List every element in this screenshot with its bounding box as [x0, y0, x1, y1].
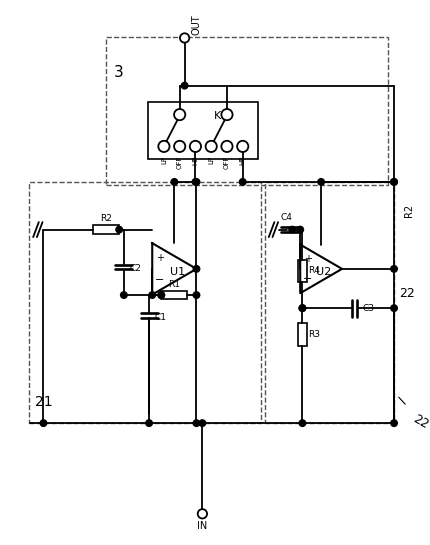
Circle shape — [391, 265, 397, 272]
Circle shape — [289, 226, 295, 233]
Bar — [298, 323, 307, 346]
Text: 22: 22 — [411, 412, 430, 431]
Circle shape — [120, 292, 127, 298]
Circle shape — [391, 179, 397, 185]
Text: R2: R2 — [404, 203, 414, 216]
Text: C4: C4 — [281, 213, 292, 222]
Circle shape — [240, 179, 246, 185]
Bar — [298, 259, 307, 282]
Text: OFF: OFF — [177, 156, 183, 169]
Circle shape — [192, 179, 199, 185]
Text: C2: C2 — [129, 264, 141, 274]
Circle shape — [149, 292, 156, 298]
Circle shape — [318, 179, 324, 185]
Circle shape — [299, 305, 306, 311]
Text: R3: R3 — [308, 330, 320, 339]
Circle shape — [206, 141, 217, 152]
Circle shape — [198, 509, 207, 518]
Bar — [265, 182, 394, 423]
Text: LP: LP — [161, 156, 167, 163]
Circle shape — [193, 420, 200, 426]
Text: −: − — [303, 274, 312, 284]
Circle shape — [146, 420, 152, 426]
Text: R4: R4 — [308, 267, 320, 275]
Circle shape — [391, 305, 397, 311]
Text: U1: U1 — [169, 267, 185, 277]
Text: R1: R1 — [168, 280, 180, 288]
Text: K: K — [214, 112, 221, 122]
Circle shape — [391, 179, 397, 185]
Text: 21: 21 — [35, 395, 52, 409]
Text: HP: HP — [240, 156, 246, 165]
Circle shape — [193, 265, 200, 272]
Bar — [93, 226, 119, 234]
Text: +: + — [304, 253, 312, 264]
Text: HP: HP — [193, 156, 198, 165]
Circle shape — [193, 292, 200, 298]
Bar — [161, 291, 187, 299]
Text: LP: LP — [208, 156, 214, 163]
Text: R2: R2 — [100, 214, 112, 223]
Text: OFF: OFF — [224, 156, 230, 169]
Circle shape — [174, 141, 185, 152]
Text: C3: C3 — [362, 304, 374, 313]
Circle shape — [158, 292, 165, 298]
Circle shape — [180, 33, 189, 43]
Circle shape — [40, 420, 47, 426]
Text: 3: 3 — [114, 65, 123, 80]
Bar — [29, 182, 261, 423]
Circle shape — [237, 141, 249, 152]
Circle shape — [193, 179, 200, 185]
Circle shape — [391, 420, 397, 426]
Circle shape — [116, 226, 123, 233]
Circle shape — [199, 420, 206, 426]
Circle shape — [158, 141, 169, 152]
Circle shape — [299, 305, 306, 311]
Circle shape — [299, 420, 306, 426]
Circle shape — [158, 292, 165, 298]
Text: −: − — [155, 275, 164, 284]
Circle shape — [174, 109, 185, 120]
Text: C1: C1 — [155, 313, 167, 322]
Circle shape — [221, 141, 233, 152]
Text: IN: IN — [197, 522, 208, 531]
Circle shape — [221, 109, 233, 120]
Text: U2: U2 — [316, 267, 332, 277]
Text: 22: 22 — [399, 287, 415, 300]
Circle shape — [181, 82, 188, 89]
Text: OUT: OUT — [191, 15, 201, 35]
Bar — [106, 37, 388, 185]
Circle shape — [190, 141, 201, 152]
Circle shape — [297, 226, 304, 233]
Bar — [148, 102, 258, 159]
Text: +: + — [156, 253, 164, 263]
Circle shape — [171, 179, 178, 185]
